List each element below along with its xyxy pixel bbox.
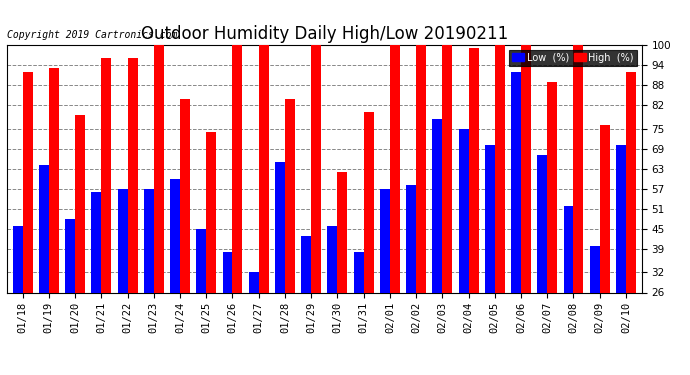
- Bar: [511, 72, 521, 292]
- Bar: [459, 129, 469, 292]
- Bar: [406, 186, 416, 292]
- Bar: [222, 252, 233, 292]
- Bar: [144, 189, 154, 292]
- Bar: [495, 45, 505, 292]
- Bar: [154, 45, 164, 292]
- Bar: [170, 179, 180, 292]
- Bar: [65, 219, 75, 292]
- Bar: [337, 172, 347, 292]
- Bar: [573, 45, 584, 292]
- Bar: [416, 45, 426, 292]
- Bar: [311, 45, 321, 292]
- Bar: [364, 112, 373, 292]
- Bar: [117, 189, 128, 292]
- Bar: [23, 72, 32, 292]
- Text: Copyright 2019 Cartronics.com: Copyright 2019 Cartronics.com: [7, 30, 177, 40]
- Bar: [538, 155, 547, 292]
- Bar: [249, 272, 259, 292]
- Bar: [469, 48, 479, 292]
- Bar: [12, 226, 23, 292]
- Bar: [354, 252, 364, 292]
- Bar: [442, 45, 453, 292]
- Title: Outdoor Humidity Daily High/Low 20190211: Outdoor Humidity Daily High/Low 20190211: [141, 26, 508, 44]
- Bar: [390, 45, 400, 292]
- Bar: [590, 246, 600, 292]
- Bar: [380, 189, 390, 292]
- Bar: [101, 58, 111, 292]
- Bar: [521, 45, 531, 292]
- Legend: Low  (%), High  (%): Low (%), High (%): [509, 50, 637, 66]
- Bar: [180, 99, 190, 292]
- Bar: [91, 192, 101, 292]
- Bar: [433, 118, 442, 292]
- Bar: [196, 229, 206, 292]
- Bar: [233, 45, 242, 292]
- Bar: [302, 236, 311, 292]
- Bar: [49, 68, 59, 292]
- Bar: [616, 146, 626, 292]
- Bar: [128, 58, 137, 292]
- Bar: [547, 82, 558, 292]
- Bar: [259, 45, 268, 292]
- Bar: [39, 165, 49, 292]
- Bar: [564, 206, 573, 292]
- Bar: [285, 99, 295, 292]
- Bar: [328, 226, 337, 292]
- Bar: [275, 162, 285, 292]
- Bar: [600, 125, 610, 292]
- Bar: [206, 132, 216, 292]
- Bar: [75, 115, 85, 292]
- Bar: [626, 72, 636, 292]
- Bar: [485, 146, 495, 292]
